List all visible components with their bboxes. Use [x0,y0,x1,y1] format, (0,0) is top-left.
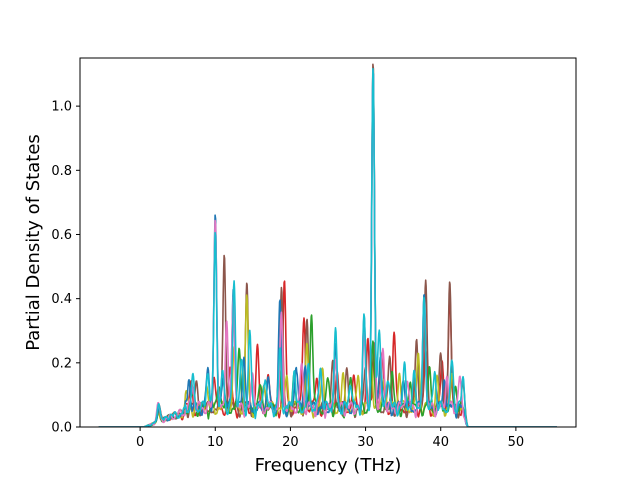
x-tick-label: 40 [432,435,449,450]
y-tick-label: 1.0 [51,100,72,115]
pdos-series-line-7 [98,67,558,427]
y-axis-label: Partial Density of States [23,134,44,351]
axes-frame [79,57,577,428]
x-axis-label: Frequency (THz) [255,455,402,476]
x-tick-label: 50 [508,435,525,450]
x-tick-label: 10 [207,435,224,450]
x-tick-label: 30 [357,435,374,450]
x-tick-label: 0 [136,435,144,450]
x-tick-label: 20 [282,435,299,450]
y-tick-label: 0.6 [51,228,72,243]
plot-area [98,63,558,427]
y-tick-label: 0.0 [51,421,72,436]
tick-layer: 0 10 20 30 40 50 0.0 0.2 0.4 0.6 0.8 1.0 [51,100,524,450]
y-tick-label: 0.4 [51,292,72,307]
y-tick-label: 0.8 [51,164,72,179]
y-tick-label: 0.2 [51,356,72,371]
